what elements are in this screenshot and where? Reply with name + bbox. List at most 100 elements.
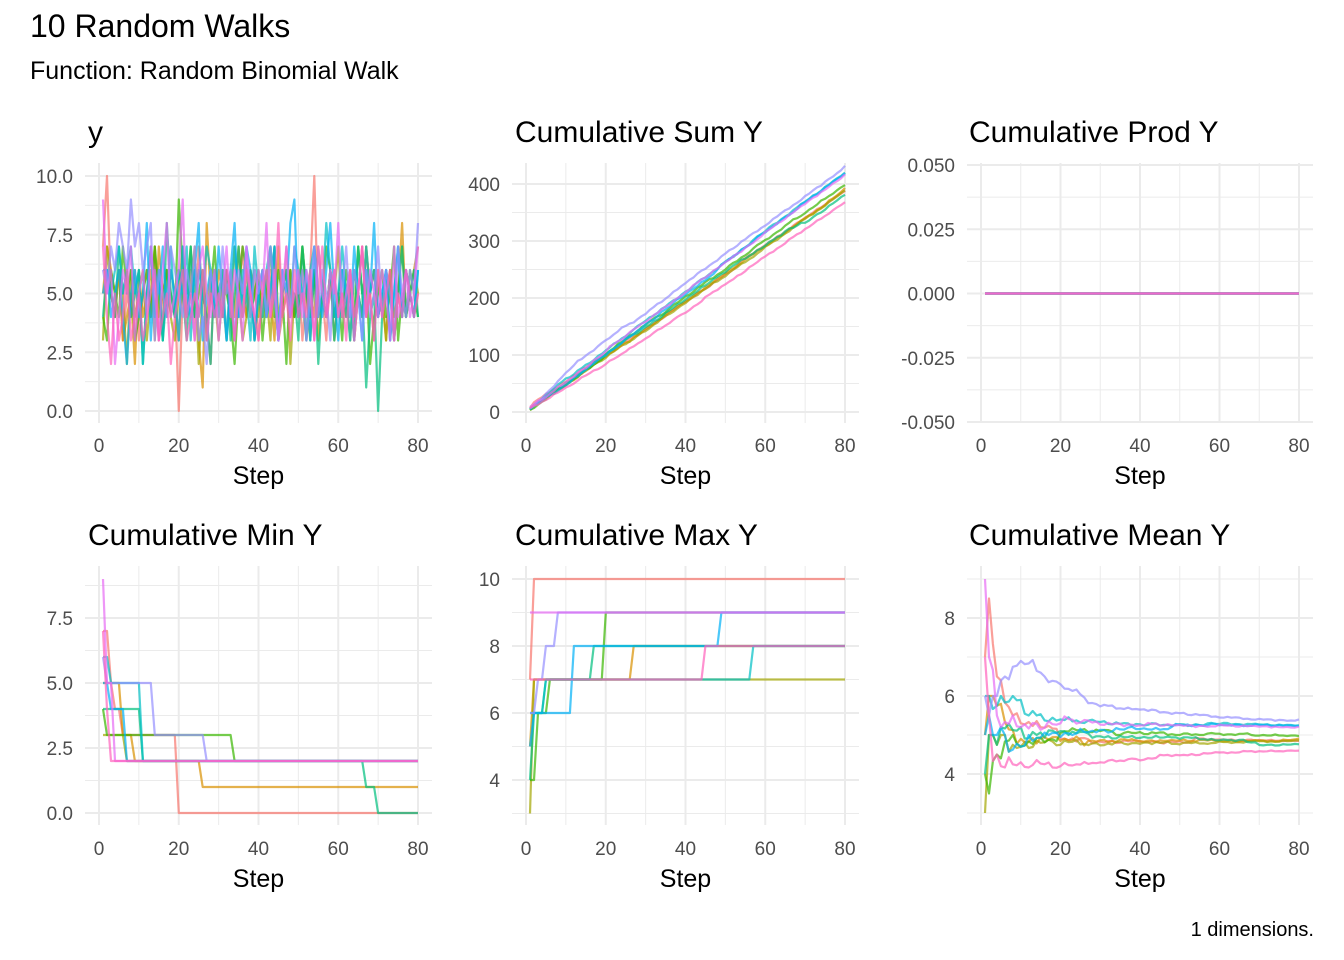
panel-identity: 0.0 2.5 5.0 7.5 10.0 0 20 40 60 80 y Step [36,116,432,490]
y-tick-label: 4 [489,771,500,792]
y-tick-label: -0.025 [901,349,955,370]
x-tick-label: 20 [168,436,189,457]
y-tick-label: 0 [489,403,500,424]
y-tick-label: 0.0 [47,804,73,825]
y-tick-label: 10.0 [36,167,73,188]
chart-caption: 1 dimensions. [1190,919,1314,941]
y-tick-label: 5.0 [47,285,73,306]
y-tick-label: 6 [944,687,955,708]
x-tick-label: 0 [94,839,105,860]
x-tick-label: 40 [675,839,696,860]
series-line-9 [101,578,418,763]
x-tick-label: 0 [94,436,105,457]
x-tick-label: 80 [1288,436,1309,457]
x-axis-title: Step [660,462,711,490]
y-tick-label: 8 [944,609,955,630]
x-tick-label: 60 [1209,436,1230,457]
y-tick-label: 4 [944,765,955,786]
y-tick-label: 2.5 [47,739,73,760]
x-tick-label: 40 [1129,839,1150,860]
y-tick-label: 2.5 [47,343,73,364]
x-tick-label: 40 [675,436,696,457]
x-tick-label: 0 [521,436,532,457]
x-tick-label: 40 [248,436,269,457]
panel-title: Cumulative Max Y [515,519,758,552]
x-tick-label: 80 [1288,839,1309,860]
y-tick-label: 300 [468,232,500,253]
y-tick-label: 7.5 [47,609,73,630]
x-tick-label: 0 [976,839,987,860]
series-line-8 [983,658,1300,722]
x-axis-title: Step [1114,865,1165,893]
y-tick-label: 0.050 [907,156,955,177]
panel-title: Cumulative Mean Y [969,519,1230,552]
y-tick-label: 6 [489,704,500,725]
series-line-1 [103,629,418,815]
series-line-9 [529,173,846,408]
panel-cummin: 0.0 2.5 5.0 7.5 0 20 40 60 80 Cumulative Min Y Ste… [47,519,432,893]
x-tick-label: 60 [755,839,776,860]
x-tick-label: 60 [328,436,349,457]
series-line-8 [530,611,845,715]
y-tick-label: 0.025 [907,220,955,241]
y-tick-label: 0.0 [47,402,73,423]
x-tick-label: 20 [1050,839,1071,860]
panel-cumsum: 0 100 200 300 400 0 20 40 60 80 Cumulative Sum Y St… [468,116,859,490]
x-tick-label: 80 [407,839,428,860]
series-line-10 [530,644,845,681]
panel-title: y [88,116,103,149]
series-line-7 [103,681,418,763]
series-line-10 [529,201,846,409]
series-line-6 [103,655,418,763]
x-tick-label: 20 [1050,436,1071,457]
series-line-10 [101,630,418,763]
x-tick-label: 20 [595,436,616,457]
series-line-4 [101,708,418,763]
x-tick-label: 0 [976,436,987,457]
y-tick-label: 200 [468,289,500,310]
series-line-4 [530,611,845,782]
y-tick-label: 8 [489,637,500,658]
x-axis-title: Step [233,462,284,490]
panel-cummax: 4 6 8 10 0 20 40 60 80 Cumulative Max Y Step [479,519,859,893]
panel-cumprod: -0.050 -0.025 0.000 0.025 0.050 0 20 40 60 80 Cumu… [901,116,1313,490]
y-tick-label: 7.5 [47,226,73,247]
panel-title: Cumulative Prod Y [969,116,1219,149]
x-tick-label: 40 [1129,436,1150,457]
chart-subtitle: Function: Random Binomial Walk [30,57,399,85]
x-tick-label: 60 [755,436,776,457]
x-tick-label: 80 [834,839,855,860]
series-line-5 [983,722,1300,775]
x-tick-label: 20 [168,839,189,860]
y-tick-label: -0.050 [901,413,955,434]
chart-title: 10 Random Walks [30,8,291,44]
x-axis-title: Step [1114,462,1165,490]
series-line-8 [101,656,418,763]
series-line-6 [985,694,1300,728]
series-line-1 [528,577,845,680]
y-tick-label: 10 [479,570,500,591]
series-line-10 [983,656,1300,769]
series-line-10 [101,221,420,366]
x-axis-title: Step [660,865,711,893]
panel-title: Cumulative Min Y [88,519,323,552]
y-tick-label: 100 [468,346,500,367]
panel-title: Cumulative Sum Y [515,116,763,149]
x-tick-label: 60 [328,839,349,860]
y-tick-label: 400 [468,175,500,196]
x-tick-label: 40 [248,839,269,860]
series-line-9 [983,578,1300,731]
y-tick-label: 0.000 [907,285,955,306]
x-tick-label: 0 [521,839,532,860]
x-tick-label: 80 [834,436,855,457]
series-line-2 [528,644,845,747]
x-tick-label: 20 [595,839,616,860]
series-line-1 [983,597,1299,745]
y-tick-label: 5.0 [47,674,73,695]
x-tick-label: 80 [407,436,428,457]
series-line-8 [529,165,846,410]
x-axis-title: Step [233,865,284,893]
x-tick-label: 60 [1209,839,1230,860]
